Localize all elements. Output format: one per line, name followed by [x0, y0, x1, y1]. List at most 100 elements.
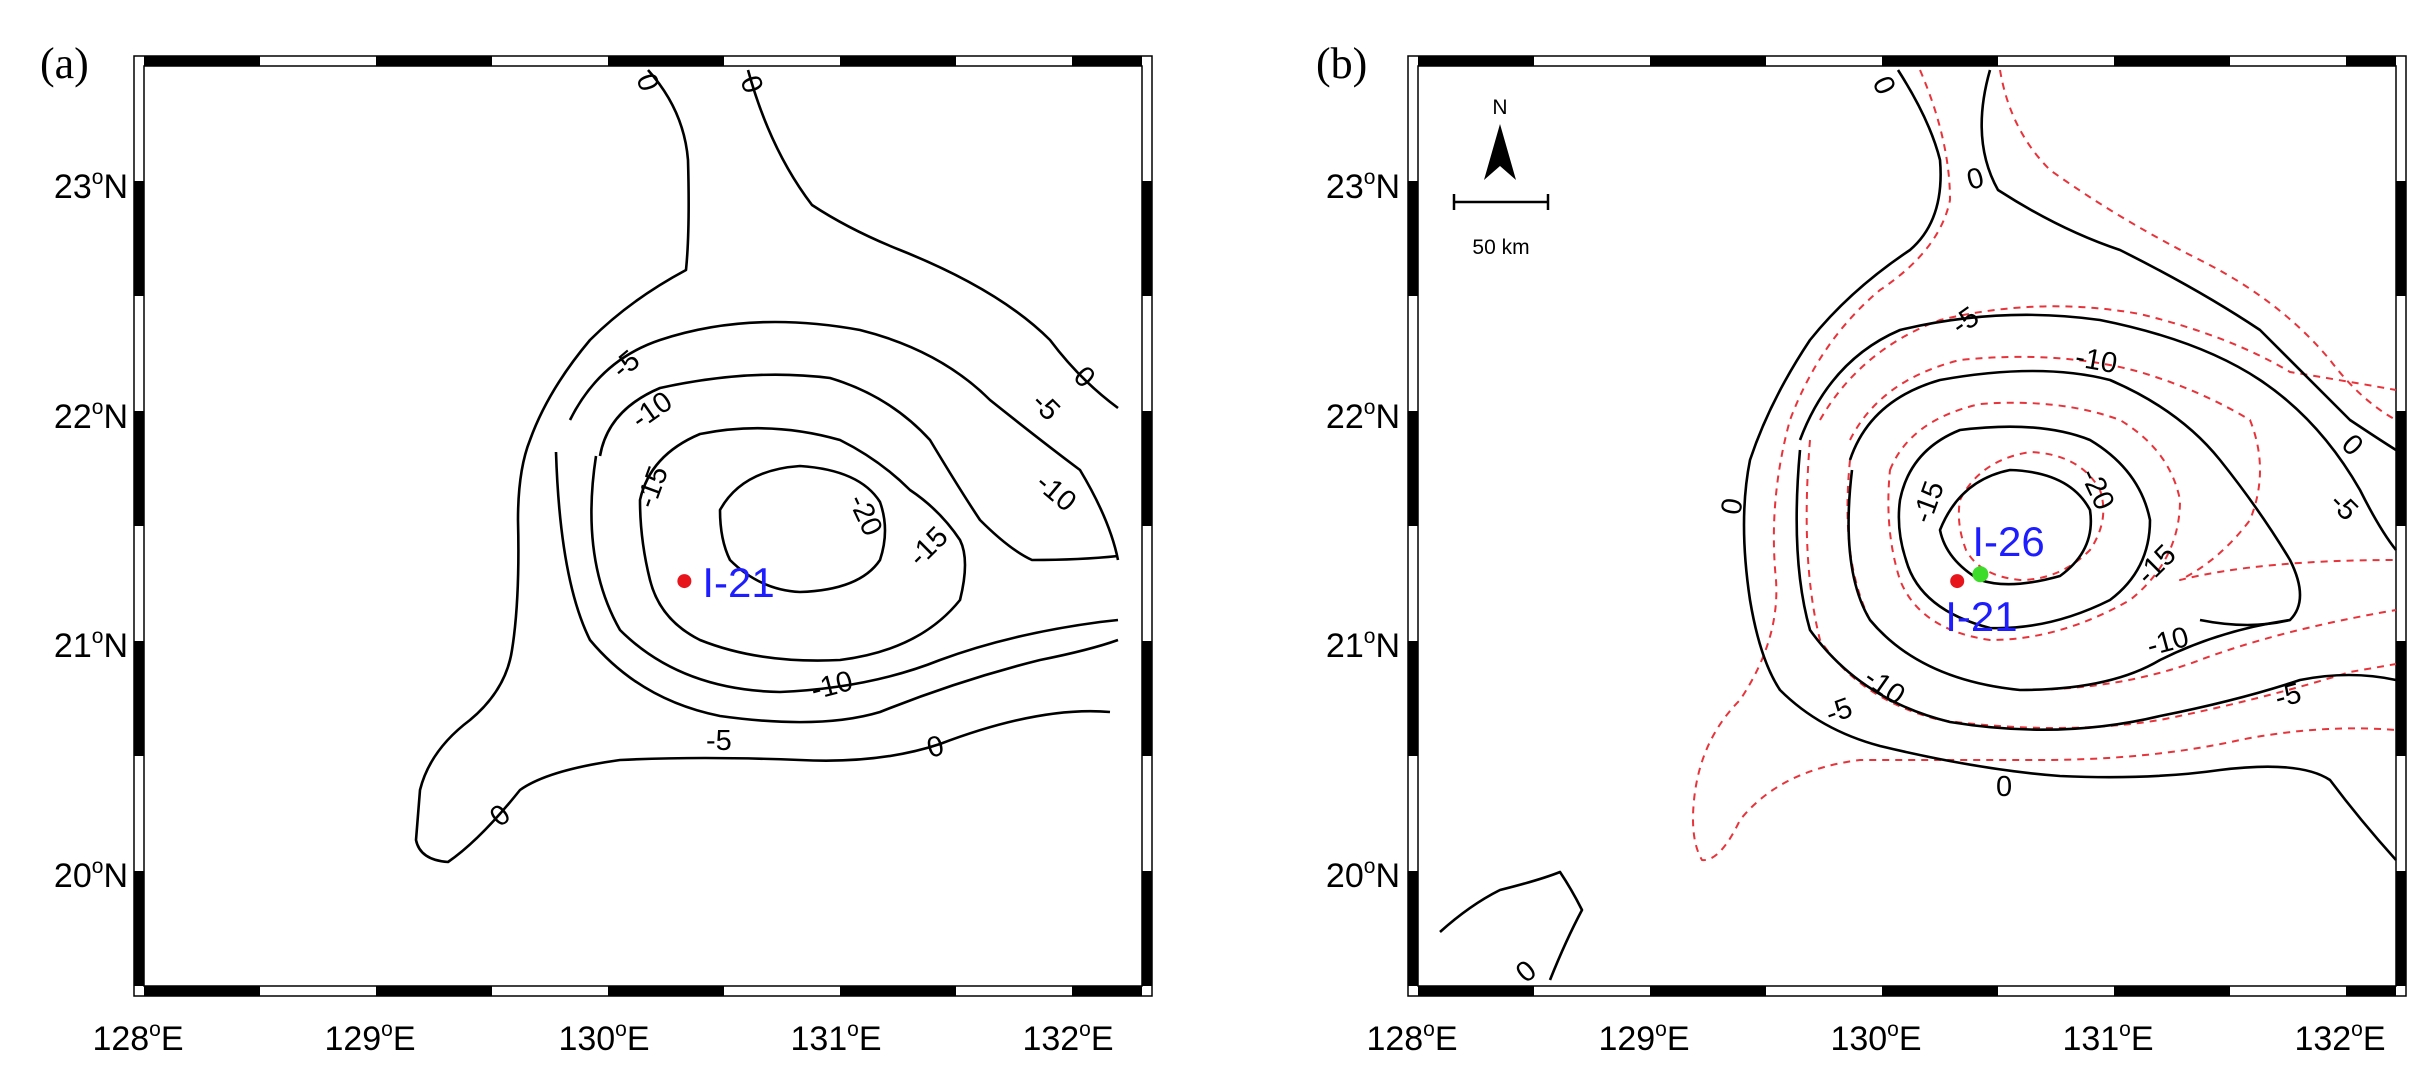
frame-segment [2396, 411, 2406, 526]
contour-line [1795, 449, 2397, 731]
frame-segment [1142, 641, 1152, 756]
frame-segment [134, 641, 144, 756]
panel-a: (a) 23oN 22oN 21oN 20oN 128oE 129oE 130o… [40, 39, 1153, 1058]
panel-b-contours [1439, 69, 2398, 981]
panel-b-lat-tick-23: 23oN [1326, 166, 1400, 206]
frame-segment [608, 986, 724, 996]
contour-label: 0 [1964, 162, 1988, 197]
contour-line [746, 69, 1119, 410]
panel-a-lat-tick-20: 20oN [54, 855, 128, 895]
contour-line [1798, 313, 2398, 551]
contour-line [1897, 425, 2152, 630]
contour-label: -5 [706, 725, 732, 757]
panel-b-lon-tick-132: 132oE [2294, 1018, 2385, 1058]
contour-label: -15 [631, 462, 675, 512]
panel-b-map-frame [1407, 55, 2407, 997]
contour-label: -15 [2130, 539, 2182, 591]
north-arrow-icon [1484, 124, 1516, 180]
frame-segment [840, 986, 956, 996]
contour-line [1742, 69, 2397, 861]
frame-segment [2396, 871, 2406, 986]
contour-line [568, 320, 1120, 561]
frame-segment [1408, 181, 1418, 296]
frame-segment [2396, 641, 2406, 756]
panel-b-lat-tick-22: 22oN [1326, 396, 1400, 436]
panel-b-lon-tick-131: 131oE [2062, 1018, 2153, 1058]
panel-b-lon-tick-129: 129oE [1598, 1018, 1689, 1058]
panel-b-lon-tick-130: 130oE [1830, 1018, 1921, 1058]
panel-b-lon-tick-128: 128oE [1366, 1018, 1457, 1058]
panel-a-map-frame [133, 55, 1153, 997]
frame-segment [134, 411, 144, 526]
frame-segment [1408, 641, 1418, 756]
contour-line [1439, 870, 1584, 981]
dashed-contour-line [1849, 355, 2397, 581]
frame-segment [1882, 986, 1998, 996]
site-label-i-21: I-21 [1945, 593, 2017, 640]
frame-inner-border [143, 65, 1143, 987]
dashed-contour-line [1819, 305, 2397, 421]
panel-a-letter: (a) [40, 39, 89, 88]
frame-segment [134, 181, 144, 296]
frame-segment [2346, 56, 2396, 66]
panel-a-lon-tick-130: 130oE [558, 1018, 649, 1058]
frame-segment [1072, 986, 1142, 996]
contour-line [1847, 469, 2291, 692]
frame-segment [1418, 56, 1534, 66]
frame-segment [2396, 181, 2406, 296]
panel-b-lat-tick-21: 21oN [1326, 625, 1400, 665]
contour-label: -5 [2272, 677, 2305, 715]
contour-label: -5 [2323, 486, 2364, 527]
dashed-contour-line [1692, 69, 2397, 862]
frame-segment [376, 986, 492, 996]
site-label-i-21: I-21 [702, 559, 774, 606]
contour-line [554, 451, 1119, 724]
contour-line [590, 455, 1119, 694]
contour-label: -15 [902, 521, 954, 573]
contour-line [414, 69, 1111, 864]
contour-label: -10 [1030, 467, 1083, 518]
frame-segment [376, 56, 492, 66]
contour-label: -10 [2073, 341, 2120, 380]
contour-line [1980, 69, 2397, 452]
contour-label: 0 [733, 71, 769, 97]
site-marker-i-21 [1950, 574, 1965, 589]
frame-segment [144, 56, 260, 66]
frame-segment [1418, 986, 1534, 996]
contour-line [598, 373, 1119, 562]
frame-inner-border [1417, 65, 2397, 987]
north-arrow-label: N [1492, 96, 1507, 119]
frame-segment [134, 871, 144, 986]
panel-a-lon-tick-132: 132oE [1022, 1018, 1113, 1058]
contour-label: 0 [1996, 771, 2012, 803]
frame-segment [1882, 56, 1998, 66]
site-label-i-26: I-26 [1972, 518, 2044, 565]
contour-label: 0 [484, 798, 517, 833]
contour-label: -20 [2074, 463, 2121, 515]
panel-a-lat-tick-22: 22oN [54, 396, 128, 436]
panel-a-contour-labels: 0 0 -5 -10 -15 -20 0 -5 -10 -15 -10 -5 0… [484, 69, 1101, 833]
north-arrow: N [1484, 96, 1516, 180]
frame-segment [1408, 411, 1418, 526]
contour-label: -10 [626, 385, 679, 435]
frame-segment [1142, 411, 1152, 526]
contour-label: 0 [1715, 496, 1749, 517]
frame-outer-border [133, 55, 1153, 997]
frame-segment [1142, 871, 1152, 986]
panel-a-contours [414, 69, 1120, 864]
panel-a-lat-tick-23: 23oN [54, 166, 128, 206]
frame-segment [2346, 986, 2396, 996]
panel-b-lat-tick-20: 20oN [1326, 855, 1400, 895]
contour-label: -10 [808, 665, 857, 707]
scale-bar-label: 50 km [1472, 236, 1529, 259]
frame-segment [144, 986, 260, 996]
contour-line [718, 464, 887, 594]
frame-segment [1072, 56, 1142, 66]
contour-label: 0 [629, 69, 665, 95]
frame-segment [1650, 56, 1766, 66]
panel-a-lon-tick-129: 129oE [324, 1018, 415, 1058]
contour-label: -10 [1858, 662, 1911, 712]
frame-segment [840, 56, 956, 66]
site-marker-i-26 [1972, 566, 1989, 583]
frame-outer-border [1407, 55, 2407, 997]
